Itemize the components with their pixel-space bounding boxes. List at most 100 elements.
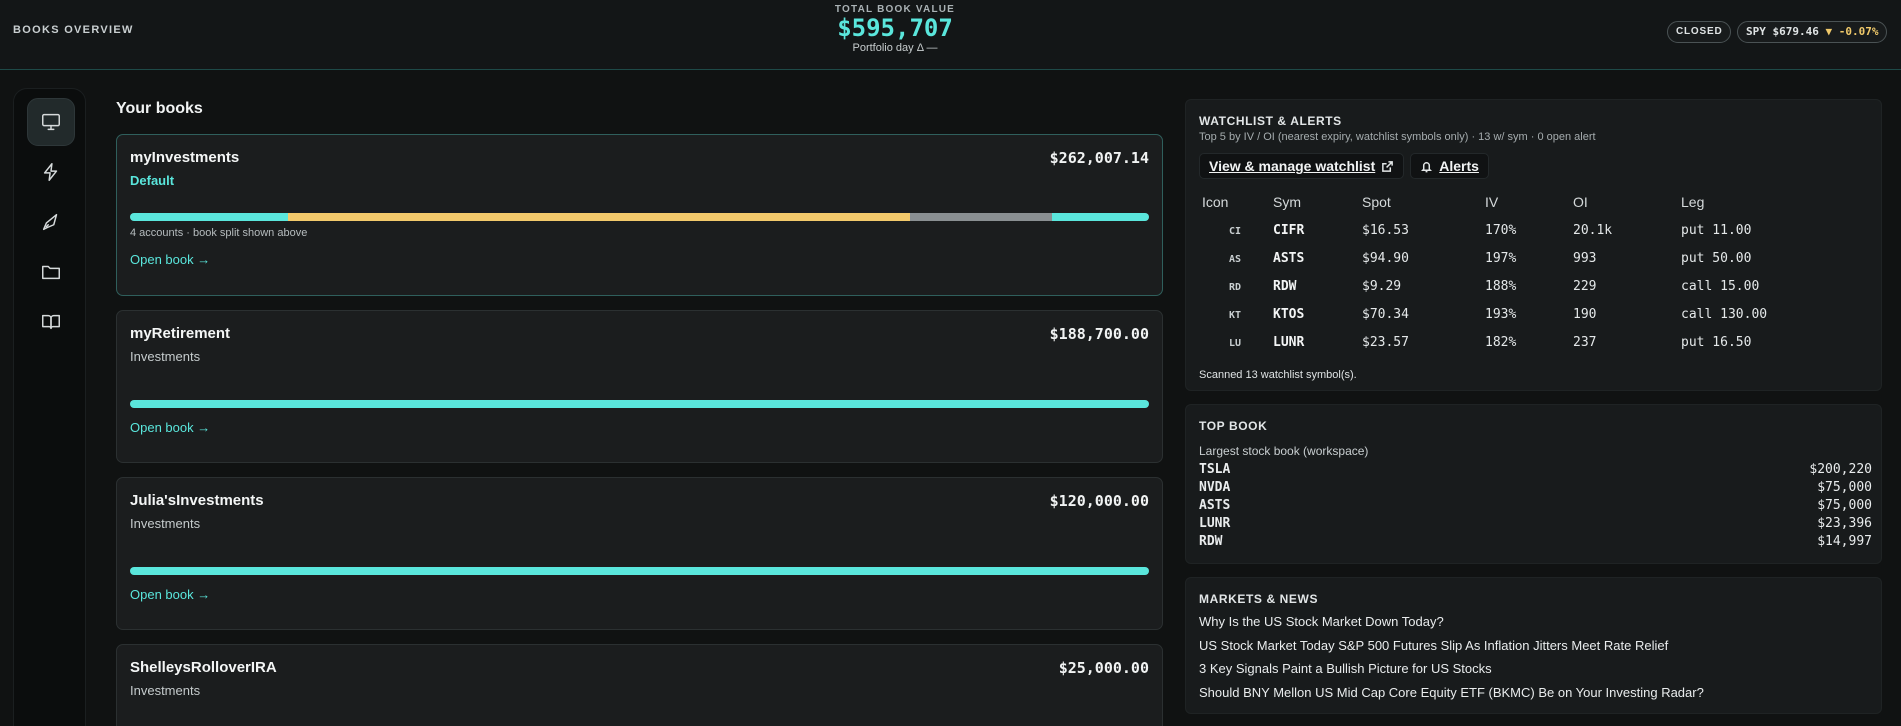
book-name: Julia'sInvestments	[130, 492, 264, 509]
market-status-badge: CLOSED	[1667, 21, 1732, 43]
manage-watchlist-button[interactable]: View & manage watchlist	[1199, 153, 1405, 179]
top-book-list: TSLA $200,220 NVDA $75,000 ASTS $75,000 LUN…	[1199, 462, 1872, 552]
alerts-button[interactable]: Alerts	[1410, 153, 1489, 179]
iv: 188%	[1485, 279, 1517, 294]
symbol-icon: KT	[1229, 310, 1242, 321]
watchlist-table: Icon Sym Spot IV OI Leg CI CIFR $16.53 1…	[1199, 190, 1871, 358]
column-header: Sym	[1273, 194, 1301, 210]
book-type: Investments	[130, 683, 201, 698]
position-value: $14,997	[1817, 534, 1872, 549]
table-row[interactable]: RD RDW $9.29 188% 229 call 15.00	[1199, 274, 1871, 302]
spot: $16.53	[1362, 223, 1409, 238]
oi: 229	[1573, 279, 1597, 294]
watchlist-title: WATCHLIST & ALERTS	[1199, 114, 1342, 128]
symbol: ASTS	[1273, 251, 1305, 266]
book-type: Investments	[130, 516, 201, 531]
list-item: NVDA $75,000	[1199, 480, 1872, 498]
markets-news-panel: MARKETS & NEWS Why Is the US Stock Marke…	[1185, 577, 1882, 714]
nav-books-button[interactable]	[27, 298, 75, 346]
top-header: BOOKS OVERVIEW TOTAL BOOK VALUE $595,707…	[0, 0, 1901, 70]
open-book-link[interactable]: Open book →	[130, 252, 211, 267]
spy-ticker-badge: SPY $679.46 ▼ -0.07%	[1737, 21, 1888, 43]
nav-files-button[interactable]	[27, 248, 75, 296]
symbol-icon: LU	[1229, 338, 1242, 349]
iv: 170%	[1485, 223, 1517, 238]
book-value: $25,000.00	[1058, 659, 1149, 677]
position-value: $75,000	[1817, 480, 1872, 495]
column-header: OI	[1573, 194, 1588, 210]
books-section-title: Your books	[116, 100, 203, 117]
page-title: BOOKS OVERVIEW	[13, 24, 134, 36]
book-value: $120,000.00	[1049, 492, 1149, 510]
symbol: KTOS	[1273, 307, 1305, 322]
book-split-bar	[130, 213, 1149, 221]
spot: $94.90	[1362, 251, 1409, 266]
column-header: Spot	[1362, 194, 1391, 210]
leg: call 130.00	[1681, 307, 1768, 322]
ticker: ASTS	[1199, 498, 1231, 513]
symbol: RDW	[1273, 279, 1297, 294]
book-card[interactable]: ShelleysRolloverIRA Investments $25,000.…	[116, 644, 1163, 726]
book-value: $262,007.14	[1049, 149, 1149, 167]
list-item: LUNR $23,396	[1199, 516, 1872, 534]
symbol: LUNR	[1273, 335, 1305, 350]
book-name: ShelleysRolloverIRA	[130, 659, 277, 676]
scanned-note: Scanned 13 watchlist symbol(s).	[1199, 369, 1357, 381]
position-value: $75,000	[1817, 498, 1872, 513]
nav-launch-button[interactable]	[27, 198, 75, 246]
oi: 190	[1573, 307, 1597, 322]
top-book-title: TOP BOOK	[1199, 419, 1268, 433]
news-item-link[interactable]: 3 Key Signals Paint a Bullish Picture fo…	[1199, 661, 1492, 676]
leg: put 11.00	[1681, 223, 1752, 238]
table-row[interactable]: KT KTOS $70.34 193% 190 call 130.00	[1199, 302, 1871, 330]
lightning-icon	[43, 163, 58, 181]
book-split-segment	[909, 213, 1053, 221]
book-type: Investments	[130, 349, 201, 364]
news-list: Why Is the US Stock Market Down Today? U…	[1199, 614, 1704, 708]
external-link-icon	[1382, 160, 1394, 172]
list-item: ASTS $75,000	[1199, 498, 1872, 516]
ticker: NVDA	[1199, 480, 1231, 495]
list-item: RDW $14,997	[1199, 534, 1872, 552]
table-row[interactable]: AS ASTS $94.90 197% 993 put 50.00	[1199, 246, 1871, 274]
nav-activity-button[interactable]	[27, 148, 75, 196]
top-book-subtitle: Largest stock book (workspace)	[1199, 444, 1369, 458]
book-card[interactable]: myRetirement Investments $188,700.00 Ope…	[116, 310, 1163, 463]
portfolio-day-delta: Portfolio day Δ —	[852, 42, 938, 54]
news-item-link[interactable]: US Stock Market Today S&P 500 Futures Sl…	[1199, 637, 1669, 653]
book-default-badge: Default	[130, 173, 175, 188]
open-book-link[interactable]: Open book →	[130, 420, 211, 435]
book-split-segment	[1052, 213, 1149, 221]
book-split-bar	[130, 567, 1149, 575]
nav-overview-button[interactable]	[27, 98, 75, 146]
total-book-value-block: TOTAL BOOK VALUE $595,707 Portfolio day …	[795, 4, 995, 54]
leg: put 16.50	[1681, 335, 1752, 350]
rocket-icon	[42, 213, 58, 231]
monitor-icon	[42, 113, 60, 131]
iv: 182%	[1485, 335, 1517, 350]
iv: 197%	[1485, 251, 1517, 266]
book-note: 4 accounts · book split shown above	[130, 227, 308, 239]
symbol-icon: RD	[1229, 282, 1242, 293]
table-row[interactable]: CI CIFR $16.53 170% 20.1k put 11.00	[1199, 218, 1871, 246]
book-value: $188,700.00	[1049, 325, 1149, 343]
news-item-link[interactable]: Should BNY Mellon US Mid Cap Core Equity…	[1199, 684, 1704, 700]
book-split-bar	[130, 400, 1149, 408]
book-card[interactable]: Julia'sInvestments Investments $120,000.…	[116, 477, 1163, 630]
book-card[interactable]: myInvestments Default $262,007.14 4 acco…	[116, 134, 1163, 296]
open-book-link[interactable]: Open book →	[130, 587, 211, 602]
book-name: myRetirement	[130, 325, 231, 342]
leg: put 50.00	[1681, 251, 1752, 266]
spy-change: ▼ -0.07%	[1825, 25, 1879, 38]
table-row[interactable]: LU LUNR $23.57 182% 237 put 16.50	[1199, 330, 1871, 358]
book-split-segment	[287, 213, 910, 221]
total-value: $595,707	[837, 14, 953, 42]
manage-watchlist-label: View & manage watchlist	[1209, 158, 1376, 174]
column-header: Leg	[1681, 194, 1705, 210]
position-value: $200,220	[1809, 462, 1872, 477]
position-value: $23,396	[1817, 516, 1872, 531]
news-item-link[interactable]: Why Is the US Stock Market Down Today?	[1199, 614, 1444, 629]
folder-icon	[42, 265, 60, 280]
news-title: MARKETS & NEWS	[1199, 592, 1319, 606]
oi: 993	[1573, 251, 1597, 266]
